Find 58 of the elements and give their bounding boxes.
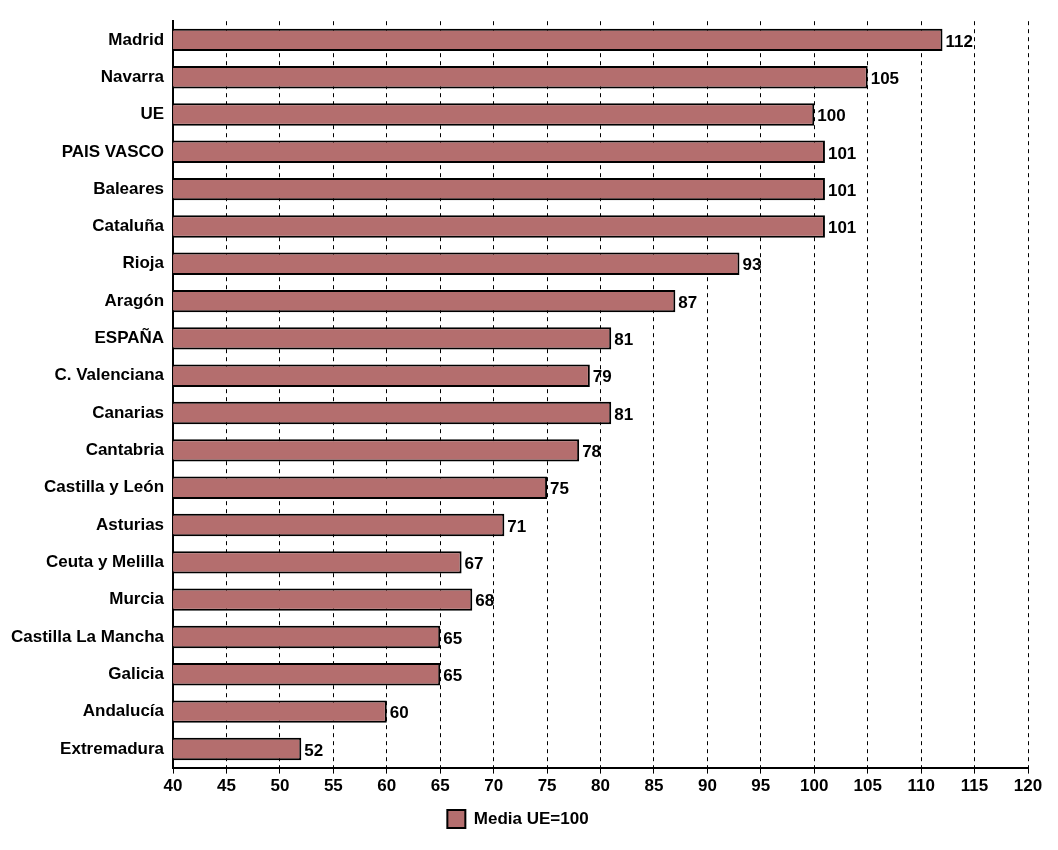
data-label: 68: [475, 591, 495, 611]
x-tick-label: 60: [377, 776, 397, 796]
data-label: 75: [550, 479, 570, 499]
x-tick-label: 55: [323, 776, 343, 796]
data-label: 52: [304, 740, 324, 760]
x-tick-label: 70: [484, 776, 504, 796]
y-tick-label: C. Valenciana: [54, 365, 165, 385]
data-label: 65: [443, 628, 463, 648]
data-label: 87: [678, 292, 698, 312]
y-tick-label: Castilla La Mancha: [10, 626, 165, 646]
x-tick-label: 65: [430, 776, 450, 796]
y-tick-label: Murcia: [109, 589, 165, 609]
x-tick-label: 110: [907, 776, 935, 796]
y-tick-label: Rioja: [122, 253, 165, 273]
x-tick-label: 40: [163, 776, 183, 796]
x-tick-label: 120: [1013, 776, 1043, 796]
x-tick-label: 80: [591, 776, 610, 796]
y-tick-label: PAIS VASCO: [61, 141, 165, 161]
data-label: 112: [945, 31, 973, 51]
data-label: 105: [870, 68, 900, 88]
data-label: 81: [614, 404, 634, 424]
y-tick-label: Galicia: [108, 663, 165, 683]
y-tick-label: UE: [140, 104, 165, 124]
data-label: 71: [507, 516, 527, 536]
data-label: 65: [443, 665, 463, 685]
x-tick-label: 75: [537, 776, 557, 796]
data-label: 101: [827, 143, 857, 163]
y-tick-label: Canarias: [92, 402, 165, 422]
legend-label: Media UE=100: [473, 808, 589, 828]
x-tick-label: 90: [697, 776, 717, 796]
data-label: 101: [827, 180, 857, 200]
x-tick-label: 115: [960, 776, 989, 796]
data-label: 100: [817, 106, 846, 126]
x-tick-label: 105: [853, 776, 882, 796]
data-label: 78: [582, 442, 602, 462]
x-tick-label: 45: [217, 776, 236, 796]
data-label: 79: [592, 367, 612, 387]
data-label: 81: [614, 330, 634, 350]
data-label: 101: [827, 218, 857, 238]
y-tick-label: Ceuta y Melilla: [45, 552, 165, 572]
y-tick-label: Navarra: [100, 66, 165, 86]
y-tick-label: ESPAÑA: [94, 327, 165, 348]
y-tick-label: Asturias: [96, 514, 165, 534]
y-tick-label: Baleares: [93, 178, 165, 198]
y-tick-label: Cantabria: [85, 440, 165, 460]
x-tick-label: 50: [270, 776, 290, 796]
y-tick-label: Extremadura: [60, 738, 165, 758]
x-tick-label: 95: [751, 776, 771, 796]
y-tick-label: Castilla y León: [44, 477, 165, 497]
y-tick-label: Aragón: [104, 290, 165, 310]
y-tick-label: Madrid: [108, 29, 165, 49]
x-tick-label: 85: [644, 776, 664, 796]
data-label: 67: [464, 554, 484, 574]
data-label: 60: [389, 703, 409, 723]
x-tick-label: 100: [800, 776, 829, 796]
y-tick-label: Cataluña: [92, 216, 165, 236]
y-tick-label: Andalucía: [82, 701, 165, 721]
data-label: 93: [742, 255, 762, 275]
